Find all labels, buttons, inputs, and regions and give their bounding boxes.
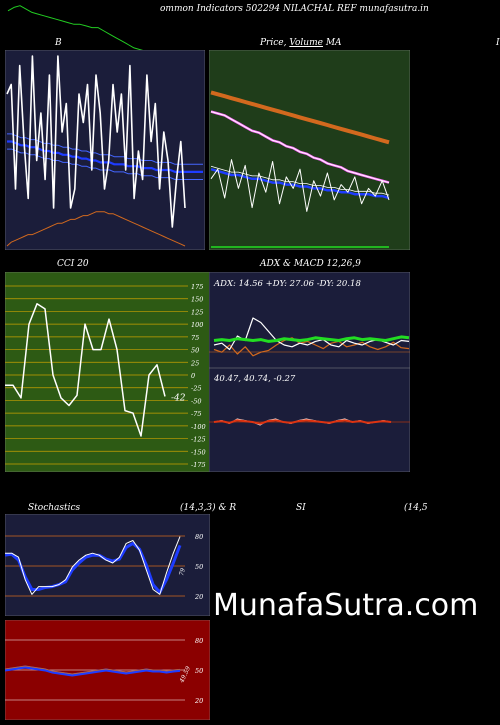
price-ma-edge-label: I	[496, 38, 500, 48]
stochastics-background	[4, 513, 211, 617]
price-ma-background	[208, 49, 411, 251]
cci-tick-label: 75	[191, 334, 199, 342]
cci-tick-label: 100	[191, 321, 203, 329]
rsi-tick-label: 20	[194, 697, 203, 705]
cci-tick-label: -25	[191, 385, 201, 393]
rsi-tick-label: 80	[195, 637, 203, 645]
cci-tick-label: 150	[191, 296, 203, 304]
price-label: Price,	[260, 38, 290, 48]
page-title: ommon Indicators 502294 NILACHAL REF mun…	[160, 4, 429, 14]
cci-tick-label: -150	[191, 448, 206, 456]
stochastics-label: Stochastics	[28, 503, 81, 513]
watermark: MunafaSutra.com	[213, 588, 479, 623]
ma-short-outline	[210, 165, 390, 196]
bollinger-background	[4, 49, 206, 251]
header-price-line	[7, 5, 183, 54]
price-line	[210, 159, 390, 212]
rsi-label: SI	[296, 503, 306, 513]
rsi-ma-line	[4, 665, 181, 675]
ma-mid-outline	[210, 111, 390, 184]
bollinger-label: B	[55, 38, 62, 48]
rsi-params: (14,5	[404, 503, 428, 513]
ma-label: MA	[322, 38, 342, 48]
cci-label: CCI 20	[57, 259, 89, 269]
stochastics-d-line	[4, 541, 182, 594]
adx-macd-panel: ADX: 14.56 +DY: 27.06 -DY: 20.18 40.47, 4…	[208, 271, 411, 473]
bollinger-volume-line	[6, 211, 186, 247]
stochastics-params: (14,3,3) & R	[180, 503, 237, 513]
rsi-tick-label: 50	[195, 667, 203, 675]
rsi-panel: 80 50 20 49.59	[4, 619, 211, 721]
cci-tick-label: 0	[191, 372, 195, 380]
rsi-line	[4, 665, 181, 677]
cci-chart: 175 150 125 100 75 50 25 0 -25 -50 -75 -100 -125 -150…	[4, 271, 211, 473]
cci-tick-label: 50	[191, 347, 199, 355]
price-ma-label: Price, Volume MA	[260, 38, 342, 48]
bollinger-upper-band	[7, 133, 203, 165]
adx-macd-label: ADX & MACD 12,26,9	[260, 259, 361, 269]
cci-tick-label: -75	[191, 410, 201, 418]
adx-macd-chart: ADX: 14.56 +DY: 27.06 -DY: 20.18 40.47, 4…	[208, 271, 411, 473]
cci-tick-label: -125	[191, 436, 206, 444]
ma-long-line	[210, 90, 390, 145]
macd-signal-line	[213, 419, 392, 425]
cci-tick-label: 175	[191, 283, 203, 291]
volume-label: Volume	[289, 38, 323, 48]
stochastics-tick-label: 50	[195, 563, 203, 571]
bollinger-panel	[4, 49, 206, 251]
bollinger-middle-band	[7, 140, 203, 174]
cci-tick-label: 125	[191, 308, 203, 316]
adx-line	[213, 335, 410, 343]
stochastics-panel: 80 50 20 79	[4, 513, 211, 617]
cci-tick-label: 25	[190, 359, 199, 367]
price-ma-panel	[208, 49, 411, 251]
cci-background	[4, 271, 211, 473]
price-ma-chart	[208, 49, 411, 251]
stochastics-tick-label: 80	[195, 533, 203, 541]
macd-values-text: 40.47, 40.74, -0.27	[213, 374, 296, 384]
stochastics-chart: 80 50 20 79	[4, 513, 211, 617]
adx-values-text: ADX: 14.56 +DY: 27.06 -DY: 20.18	[213, 279, 361, 289]
stochastics-k-line	[5, 536, 181, 595]
bollinger-chart	[4, 49, 206, 251]
bollinger-price-line	[6, 55, 186, 228]
cci-current-value: -42	[171, 393, 186, 403]
stochastics-tick-label: 20	[194, 593, 203, 601]
bollinger-lower-band	[7, 148, 203, 180]
cci-panel: 175 150 125 100 75 50 25 0 -25 -50 -75 -100 -125 -150…	[4, 271, 211, 473]
cci-tick-label: -50	[191, 397, 201, 405]
cci-tick-label: -100	[191, 423, 206, 431]
cci-tick-label: -175	[191, 461, 206, 469]
stochastics-current-value: 79	[178, 567, 187, 576]
cci-line	[5, 303, 166, 437]
adx-background	[208, 271, 411, 373]
